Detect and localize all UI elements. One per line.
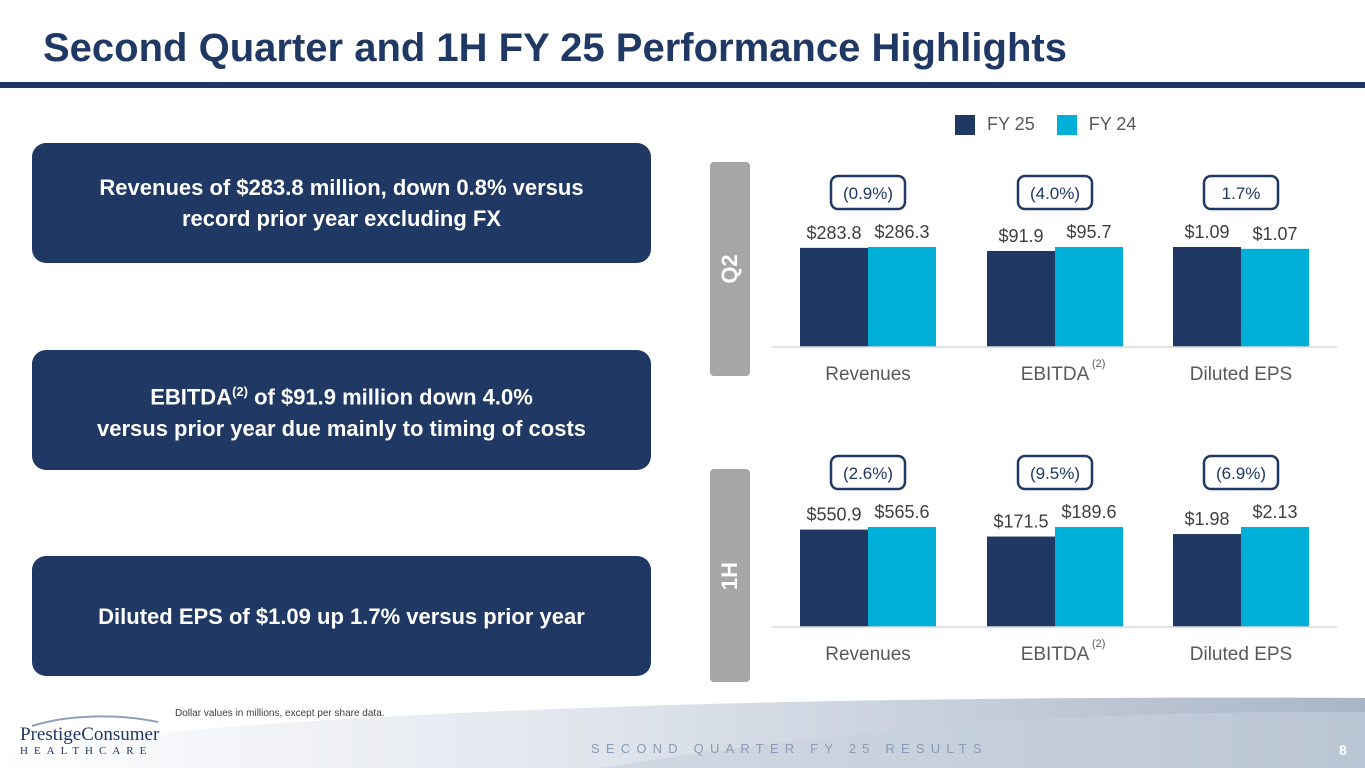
change-badge-ebitda <box>1016 174 1094 211</box>
category-footnote-ebitda: (2) <box>1092 358 1105 370</box>
value-label-revenues-fy25: $283.8 <box>806 223 861 243</box>
footer-swoosh <box>0 697 1365 768</box>
change-badge-eps <box>1202 174 1280 211</box>
ebitda-callout-line-1: EBITDA(2) of $91.9 million down 4.0% <box>97 376 586 412</box>
q2-bar-chart: $283.8 $286.3 (0.9%) Revenues $91.9 $95.7 (4.0… <box>772 174 1337 385</box>
category-label-revenues: Revenues <box>825 644 911 665</box>
1h-bar-chart: $550.9 $565.6 (2.6%) Revenues $171.5 $189.6 (9… <box>772 454 1337 665</box>
eps-callout: Diluted EPS of $1.09 up 1.7% versus prio… <box>32 556 651 676</box>
bar-revenues-fy25 <box>800 247 868 347</box>
legend-swatch-fy24 <box>1056 114 1077 135</box>
chart-legend: FY 25 FY 24 <box>955 114 1158 135</box>
legend-item-fy24: FY 24 <box>1056 114 1137 135</box>
q2-period-tab: Q2 <box>710 162 750 376</box>
logo-brand: PrestigeConsumer <box>20 724 160 745</box>
page-title: Second Quarter and 1H FY 25 Performance … <box>43 26 1067 70</box>
bar-revenues-fy24 <box>868 527 936 627</box>
category-label-eps: Diluted EPS <box>1190 364 1292 385</box>
bar-ebitda-fy24 <box>1055 527 1123 627</box>
footnote: Dollar values in millions, except per sh… <box>175 708 385 719</box>
company-logo: PrestigeConsumer HEALTHCARE <box>20 725 159 757</box>
value-label-revenues-fy25: $550.9 <box>806 505 861 525</box>
value-label-ebitda-fy24: $189.6 <box>1061 502 1116 522</box>
category-label-eps: Diluted EPS <box>1190 644 1292 665</box>
change-badge-eps <box>1202 454 1280 491</box>
footer-section-label: SECOND QUARTER FY 25 RESULTS <box>591 741 988 756</box>
ebitda-callout-lead: EBITDA <box>150 384 233 410</box>
legend-label-fy24: FY 24 <box>1088 114 1137 134</box>
q2-period-label: Q2 <box>717 254 742 284</box>
legend-label-fy25: FY 25 <box>987 114 1035 134</box>
revenue-callout-line-2: record prior year excluding FX <box>181 206 502 231</box>
ebitda-callout-rest: of $91.9 million down 4.0% <box>247 384 533 410</box>
value-label-eps-fy25: $1.09 <box>1184 222 1229 242</box>
page-number: 8 <box>1339 742 1347 758</box>
revenue-callout-line-1: Revenues of $283.8 million, down 0.8% ve… <box>99 175 584 200</box>
bar-eps-fy25 <box>1173 534 1241 627</box>
value-label-ebitda-fy25: $91.9 <box>998 226 1043 246</box>
category-label-ebitda: EBITDA <box>1021 644 1090 665</box>
value-label-eps-fy24: $1.07 <box>1252 224 1297 244</box>
value-label-revenues-fy24: $565.6 <box>874 502 929 522</box>
logo-sub: HEALTHCARE <box>20 745 153 757</box>
1h-period-label: 1H <box>717 561 742 590</box>
change-label-ebitda: (4.0%) <box>1030 184 1080 203</box>
value-label-revenues-fy24: $286.3 <box>874 222 929 242</box>
change-badge-revenues <box>829 174 907 211</box>
change-label-revenues: (0.9%) <box>843 184 893 203</box>
ebitda-callout: EBITDA(2) of $91.9 million down 4.0% ver… <box>32 350 651 470</box>
value-label-ebitda-fy25: $171.5 <box>993 512 1048 532</box>
bar-revenues-fy24 <box>868 247 936 347</box>
change-label-eps: (6.9%) <box>1216 464 1266 483</box>
bar-eps-fy24 <box>1241 248 1309 347</box>
legend-swatch-fy25 <box>955 114 975 135</box>
title-divider <box>0 82 1365 88</box>
bar-revenues-fy25 <box>800 529 868 627</box>
category-label-revenues: Revenues <box>825 364 911 385</box>
change-badge-revenues <box>829 454 907 491</box>
bar-ebitda-fy25 <box>987 536 1055 627</box>
value-label-ebitda-fy24: $95.7 <box>1066 222 1111 242</box>
change-label-ebitda: (9.5%) <box>1030 464 1080 483</box>
legend-item-fy25: FY 25 <box>955 114 1035 135</box>
bar-ebitda-fy25 <box>987 250 1055 347</box>
category-label-ebitda: EBITDA <box>1021 364 1090 385</box>
change-label-revenues: (2.6%) <box>843 464 893 483</box>
value-label-eps-fy25: $1.98 <box>1184 509 1229 529</box>
bar-ebitda-fy24 <box>1055 247 1123 347</box>
change-badge-ebitda <box>1016 454 1094 491</box>
bar-eps-fy24 <box>1241 527 1309 627</box>
bar-eps-fy25 <box>1173 247 1241 347</box>
category-footnote-ebitda: (2) <box>1092 638 1105 650</box>
ebitda-callout-footnote-ref: (2) <box>232 384 248 400</box>
eps-callout-line-1: Diluted EPS of $1.09 up 1.7% versus prio… <box>98 603 585 629</box>
value-label-eps-fy24: $2.13 <box>1252 502 1297 522</box>
ebitda-callout-line-2: versus prior year due mainly to timing o… <box>96 415 587 441</box>
1h-period-tab: 1H <box>710 469 750 682</box>
logo-arc-icon <box>31 715 159 727</box>
revenue-callout: Revenues of $283.8 million, down 0.8% ve… <box>32 143 651 263</box>
change-label-eps: 1.7% <box>1222 184 1261 203</box>
